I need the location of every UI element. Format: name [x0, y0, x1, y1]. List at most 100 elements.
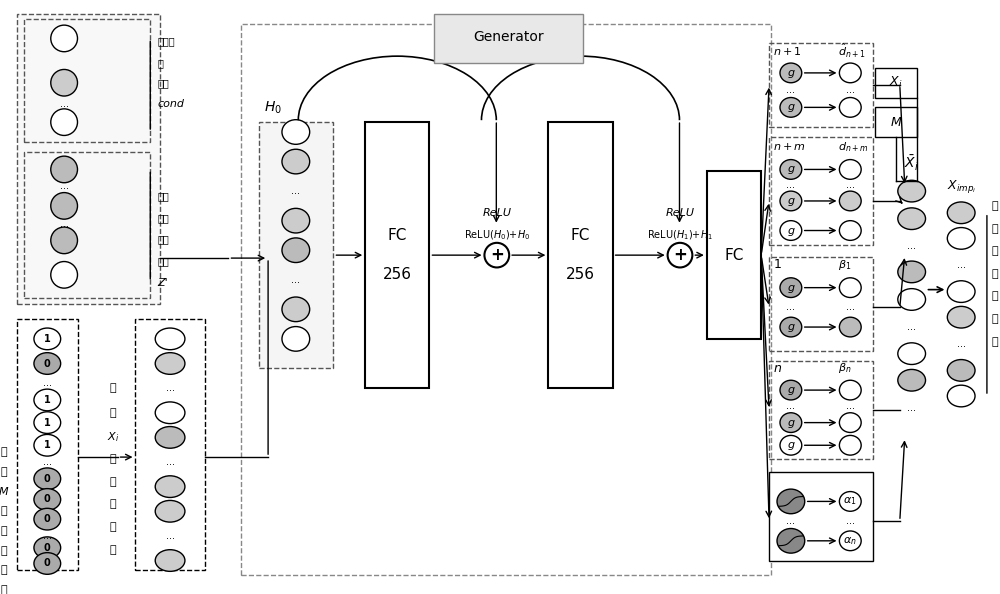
Text: $\beta_n$: $\beta_n$: [838, 361, 852, 375]
Ellipse shape: [780, 160, 802, 179]
Ellipse shape: [780, 191, 802, 211]
Ellipse shape: [898, 343, 926, 365]
Ellipse shape: [34, 389, 61, 411]
Text: $X_i$: $X_i$: [889, 75, 903, 90]
Text: ...: ...: [43, 457, 52, 467]
Text: M: M: [0, 486, 9, 497]
Bar: [24, 151, 150, 298]
Ellipse shape: [947, 307, 975, 328]
Text: ...: ...: [786, 516, 795, 526]
Ellipse shape: [34, 353, 61, 374]
Text: 终: 终: [992, 223, 998, 233]
Ellipse shape: [155, 549, 185, 571]
Text: ReLU($H_1$)+$H_1$: ReLU($H_1$)+$H_1$: [647, 229, 713, 242]
FancyBboxPatch shape: [875, 68, 917, 97]
Ellipse shape: [34, 434, 61, 456]
Text: g: g: [787, 226, 794, 235]
Text: 向: 向: [0, 565, 7, 576]
Text: ...: ...: [846, 180, 855, 190]
Text: 1: 1: [44, 395, 51, 405]
Ellipse shape: [51, 25, 78, 52]
Text: 的: 的: [992, 246, 998, 256]
Text: 样: 样: [0, 447, 7, 457]
Ellipse shape: [780, 278, 802, 298]
Text: 0: 0: [44, 359, 51, 368]
Text: +: +: [673, 246, 687, 264]
Text: ...: ...: [166, 457, 175, 467]
Text: ...: ...: [846, 84, 855, 94]
Text: 样: 样: [992, 314, 998, 324]
Text: $\alpha_n$: $\alpha_n$: [843, 535, 857, 546]
Bar: [769, 43, 873, 127]
Bar: [24, 19, 150, 142]
Text: 0: 0: [44, 558, 51, 568]
Text: 向: 向: [109, 522, 116, 532]
Ellipse shape: [34, 508, 61, 530]
Text: 类别条: 类别条: [157, 36, 175, 46]
Ellipse shape: [839, 278, 861, 298]
Ellipse shape: [947, 385, 975, 407]
Text: ...: ...: [957, 339, 966, 349]
Text: 数据: 数据: [157, 213, 169, 223]
Ellipse shape: [51, 69, 78, 96]
Text: ...: ...: [43, 378, 52, 388]
Text: 1: 1: [44, 440, 51, 450]
Text: 掩: 掩: [0, 526, 7, 536]
Text: 本: 本: [109, 407, 116, 418]
Text: ...: ...: [846, 302, 855, 312]
Text: ...: ...: [907, 241, 916, 251]
Text: ...: ...: [60, 219, 69, 229]
Ellipse shape: [947, 359, 975, 381]
FancyBboxPatch shape: [434, 14, 583, 63]
Ellipse shape: [34, 489, 61, 510]
Bar: [769, 137, 873, 245]
Ellipse shape: [898, 369, 926, 391]
Bar: [241, 24, 771, 576]
Ellipse shape: [484, 243, 509, 267]
Text: 向量: 向量: [157, 256, 169, 266]
Ellipse shape: [34, 537, 61, 558]
Text: ReLU: ReLU: [482, 208, 511, 218]
Ellipse shape: [282, 208, 310, 233]
Text: 样: 样: [109, 383, 116, 393]
Ellipse shape: [780, 435, 802, 455]
Bar: [769, 361, 873, 459]
Text: 0: 0: [44, 514, 51, 524]
Text: $n+1$: $n+1$: [773, 45, 802, 57]
Ellipse shape: [947, 202, 975, 223]
Ellipse shape: [282, 297, 310, 321]
Ellipse shape: [51, 192, 78, 219]
Bar: [259, 122, 333, 368]
Ellipse shape: [668, 243, 692, 267]
Text: $M$: $M$: [890, 116, 902, 129]
Text: 码: 码: [109, 500, 116, 510]
Text: g: g: [787, 440, 794, 450]
Ellipse shape: [780, 97, 802, 117]
Ellipse shape: [898, 208, 926, 229]
Ellipse shape: [839, 63, 861, 83]
Bar: [17, 14, 160, 304]
Text: ...: ...: [291, 186, 300, 196]
Text: g: g: [787, 68, 794, 78]
Text: 1: 1: [44, 418, 51, 428]
Text: $n+m$: $n+m$: [773, 141, 806, 152]
Text: 的: 的: [109, 454, 116, 464]
Ellipse shape: [34, 552, 61, 574]
Text: 0: 0: [44, 494, 51, 504]
Text: 成: 成: [992, 292, 998, 302]
Text: 的: 的: [0, 506, 7, 516]
Ellipse shape: [282, 149, 310, 174]
Text: FC: FC: [571, 228, 590, 243]
Text: FC: FC: [388, 228, 407, 243]
Text: Generator: Generator: [473, 30, 544, 45]
Text: $\alpha_1$: $\alpha_1$: [843, 495, 857, 507]
Text: $1$: $1$: [773, 258, 782, 271]
Ellipse shape: [898, 261, 926, 283]
Text: 件: 件: [157, 58, 163, 68]
Text: ...: ...: [846, 401, 855, 411]
Text: cond: cond: [157, 99, 184, 109]
Ellipse shape: [839, 531, 861, 551]
Text: 量: 量: [0, 585, 7, 594]
Text: 0: 0: [44, 474, 51, 484]
Text: ...: ...: [60, 181, 69, 191]
